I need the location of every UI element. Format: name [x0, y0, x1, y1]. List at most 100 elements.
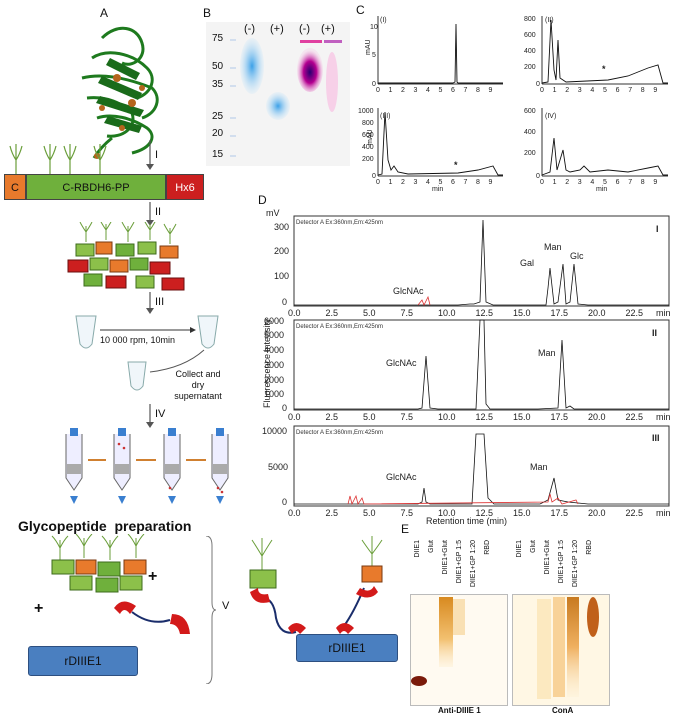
blot1-lane-3: DIIE1+Glut	[442, 540, 449, 575]
trace-ii-ytick-6: 0	[282, 403, 287, 413]
chromatogram-i-id: (I)	[380, 17, 387, 24]
chromatogram-xtick: 8	[641, 87, 645, 94]
step-label-v: V	[222, 600, 230, 612]
blot1-lane-6: RBD	[484, 540, 491, 555]
hplc-xtick: 2.5	[326, 308, 339, 318]
chromatogram-iii-ylabel: mAU	[367, 129, 374, 145]
panel-d-xlabel: Retention time (min)	[426, 516, 507, 526]
plus-sign-lower: +	[34, 600, 44, 617]
chromatogram-iii-ytick-1: 800	[362, 120, 374, 127]
panel-label-e: E	[401, 522, 410, 536]
chromatogram-iv-ytick-1: 400	[524, 129, 536, 136]
step-label-iii: III	[155, 296, 165, 308]
blot1-lane-5: DIIE1+GP 1:20	[470, 540, 477, 588]
trace-i-ytick-2: 100	[274, 271, 289, 281]
trace-iii-detector: Detector A Ex:360nm,Em:425nm	[296, 430, 383, 436]
chromatogram-xtick: 6	[616, 87, 620, 94]
chromatogram-xtick: 2	[565, 179, 569, 186]
chromatogram-xtick: 3	[578, 87, 582, 94]
trace-ii: Detector A Ex:360nm,Em:425nm II 6000 500…	[264, 316, 670, 413]
hplc-xtick: 7.5	[401, 308, 414, 318]
hplc-xtick: 5.0	[363, 308, 376, 318]
hplc-xtick: 15.0	[513, 508, 531, 518]
trace-iii: Detector A Ex:360nm,Em:425nm III 10000 5…	[262, 425, 670, 507]
chromatogram-ii: (II) 800 600 400 200 0 *	[524, 16, 668, 88]
chromatogram-i-ylabel: mAU	[365, 39, 372, 55]
hplc-xtick: 15.0	[513, 412, 531, 422]
chromatogram-iii-xlabel: min	[432, 186, 443, 193]
chromatogram-iv-ytick-0: 600	[524, 108, 536, 115]
gel-b-lane-1: (-)	[244, 23, 255, 35]
trace-ii-ytick-2: 4000	[264, 345, 284, 355]
hplc-xtick: 22.5	[626, 308, 644, 318]
hplc-xtick: 17.5	[551, 412, 569, 422]
chromatogram-iv-id: (IV)	[545, 113, 556, 120]
chromatogram-xtick: 6	[616, 179, 620, 186]
blot1-lane-2: Glut	[428, 540, 435, 553]
chromatogram-xtick: 7	[464, 87, 468, 94]
panel-label-a: A	[100, 6, 109, 20]
chromatogram-xtick: 7	[464, 179, 468, 186]
chromatogram-i-ytick-1: 5	[372, 52, 376, 59]
trace-ii-label-man: Man	[538, 348, 556, 358]
chromatogram-xtick: 3	[414, 87, 418, 94]
chromatogram-xtick: 5	[439, 179, 443, 186]
trace-iii-label-man: Man	[530, 462, 548, 472]
panel-label-b: B	[203, 6, 212, 20]
chromatogram-xtick: 5	[603, 179, 607, 186]
arrow-step-i	[146, 140, 154, 170]
chromatogram-ii-ytick-2: 400	[524, 48, 536, 55]
chromatogram-xtick: 9	[653, 179, 657, 186]
chromatogram-xtick: 3	[578, 179, 582, 186]
gel-b-marker-75: 75	[212, 33, 224, 44]
chromatogram-xtick: 9	[489, 179, 493, 186]
trace-ii-ytick-1: 5000	[264, 330, 284, 340]
chromatogram-xtick: 2	[401, 179, 405, 186]
panel-d-ylabel: Fluorescence intensity	[262, 318, 272, 408]
chromatogram-ii-ytick-4: 0	[536, 81, 540, 88]
chromatogram-xtick: 9	[653, 87, 657, 94]
rdiiie1-block-right: rDIIIE1	[296, 634, 398, 662]
hplc-xtick: 2.5	[326, 508, 339, 518]
blot2-title: ConA	[552, 706, 574, 715]
trace-i-label-man: Man	[544, 242, 562, 252]
hplc-xtick: 0.0	[288, 412, 301, 422]
bound-complex-image	[249, 536, 383, 634]
hplc-xtick: 20.0	[588, 308, 606, 318]
arrow-step-iii	[146, 292, 154, 314]
hplc-xtick: 0.0	[288, 308, 301, 318]
hplc-xunit: min	[656, 508, 671, 518]
blot-cona	[512, 594, 610, 706]
arrow-step-iv	[146, 404, 154, 428]
glycan-trees-construct	[9, 144, 107, 176]
chromatogram-iv-xlabel: min	[596, 186, 607, 193]
panel-label-d: D	[258, 193, 267, 207]
blot2-lane-labels: DIIE1 Glut DIIE1+Glut DIIE1+GP 1:5 DIIE1…	[514, 540, 614, 594]
construct-his-segment: Hx6	[166, 174, 204, 200]
chromatogram-iii: mAU (III) 1000 800 600 400 200 0 * min	[358, 108, 503, 193]
chromatogram-iii-star: *	[454, 160, 458, 170]
chromatogram-xtick: 8	[476, 179, 480, 186]
trace-i: Detector A Ex:360nm,Em:425nm I 300 200 1…	[274, 215, 670, 307]
chromatogram-iv: (IV) 600 400 200 0 min	[524, 108, 668, 193]
chromatogram-xtick: 0	[376, 87, 380, 94]
chromatogram-iii-ytick-3: 400	[362, 144, 374, 151]
chromatogram-xtick: 4	[590, 87, 594, 94]
hplc-xtick: 0.0	[288, 508, 301, 518]
blot2-lane-2: Glut	[530, 540, 537, 553]
chromatogram-xtick: 8	[476, 87, 480, 94]
gel-b-lane-3: (-)	[299, 23, 310, 35]
blot2-lane-5: DIIE1+GP 1:20	[572, 540, 579, 588]
blot-anti-diiie1-bands	[411, 597, 465, 686]
chromatogram-xtick: 0	[376, 179, 380, 186]
gel-b-marker-35: 35	[212, 79, 224, 90]
chromatogram-ii-ytick-1: 600	[524, 32, 536, 39]
plus-sign-upper: +	[148, 568, 158, 585]
blot1-lane-1: DIIE1	[414, 540, 421, 558]
chromatogram-xtick: 0	[540, 87, 544, 94]
chromatogram-xtick: 3	[414, 179, 418, 186]
blot-anti-diiie1	[410, 594, 508, 706]
chromatogram-xtick: 1	[389, 87, 393, 94]
chromatogram-i: mAU (I) 10 5 0	[365, 16, 503, 88]
chromatogram-iii-ytick-4: 200	[362, 156, 374, 163]
